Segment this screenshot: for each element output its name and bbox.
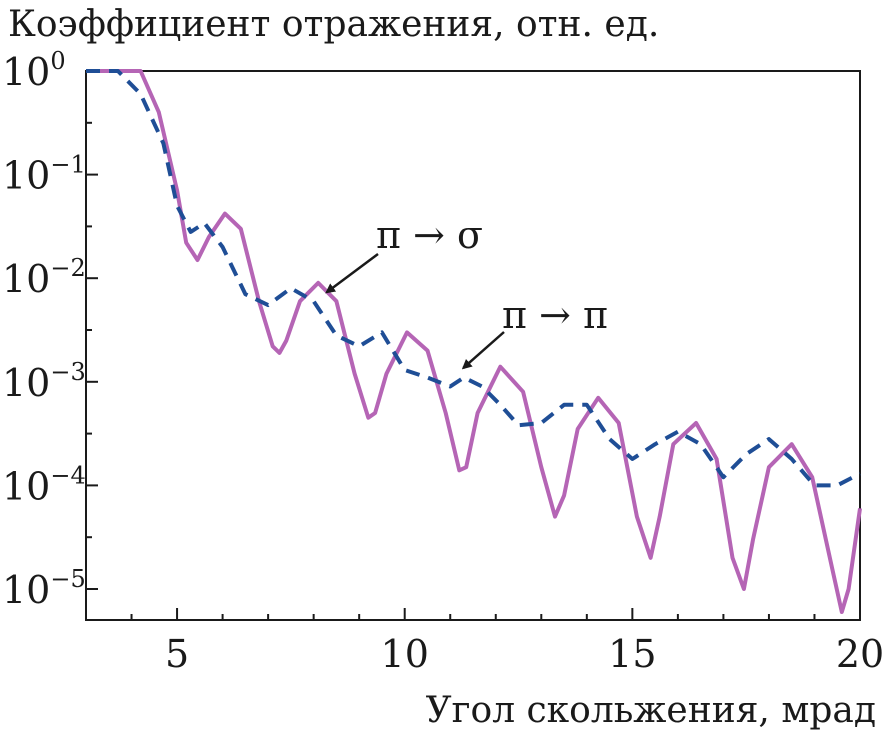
annotation-pi-sigma: π → σ [376,213,483,257]
x-tick-label: 15 [608,632,656,676]
x-tick-label: 20 [836,632,882,676]
annotation-arrow-pi-sigma [325,252,379,294]
y-tick-label: 10−5 [2,565,86,612]
axis-ticks: 5 10 15 20 100 10−1 10−2 10−3 10−4 10−5 [2,47,882,676]
annotation-arrow-pi-pi [461,331,505,370]
annotation-pi-pi: π → π [502,293,608,337]
y-tick-label: 10−4 [2,461,86,508]
y-tick-label: 10−2 [2,254,86,301]
y-tick-label: 100 [2,47,66,94]
series-pi-pi-line [86,69,861,488]
x-tick-label: 5 [165,632,189,676]
y-tick-label: 10−1 [2,151,86,198]
y-axis-title: Коэффициент отражения, отн. ед. [8,4,659,45]
series-layer [86,69,862,614]
annotation-layer: π → σ π → π [325,213,608,370]
series-pi-sigma-line [86,69,862,614]
x-tick-label: 10 [381,632,429,676]
x-axis-title: Угол скольжения, мрад [426,690,876,731]
y-tick-label: 10−3 [2,358,86,405]
plot-frame [85,70,861,621]
